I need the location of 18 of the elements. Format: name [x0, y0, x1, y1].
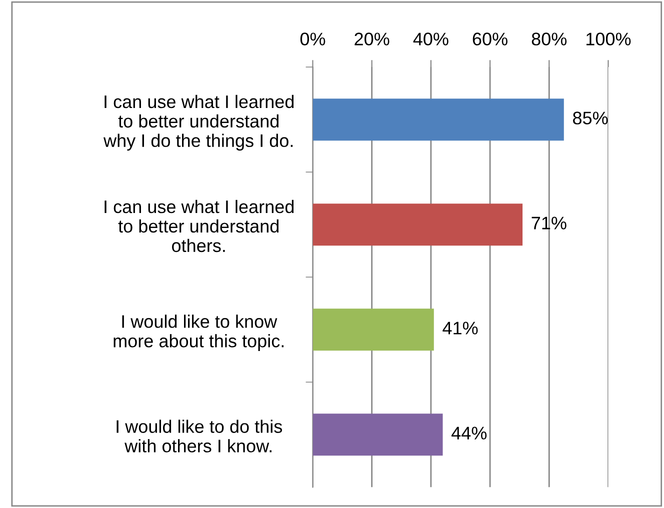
y-tick-label: I can use what I learned to better understand why I do the things I do.: [103, 94, 294, 151]
bar: [312, 308, 434, 351]
x-tick-label: 40%: [413, 32, 448, 46]
x-tick-label: 100%: [586, 32, 631, 46]
data-label: 85%: [573, 112, 608, 124]
y-tick-label: I can use what I learned to better understand others.: [104, 200, 294, 252]
bar: [312, 414, 443, 456]
x-tick-label: 80%: [532, 32, 567, 46]
y-tick-label: I would like to do this with others I know.: [116, 420, 282, 452]
data-label: 44%: [452, 426, 487, 440]
x-tick-label: 0%: [300, 32, 326, 46]
x-tick-label: 20%: [354, 32, 390, 46]
x-tick-label: 60%: [472, 32, 508, 46]
bar: [312, 98, 564, 141]
y-tick-label: I would like to know more about this topic.: [114, 314, 284, 351]
data-label: 71%: [532, 216, 566, 230]
data-label: 41%: [442, 322, 478, 334]
bar: [312, 204, 523, 246]
